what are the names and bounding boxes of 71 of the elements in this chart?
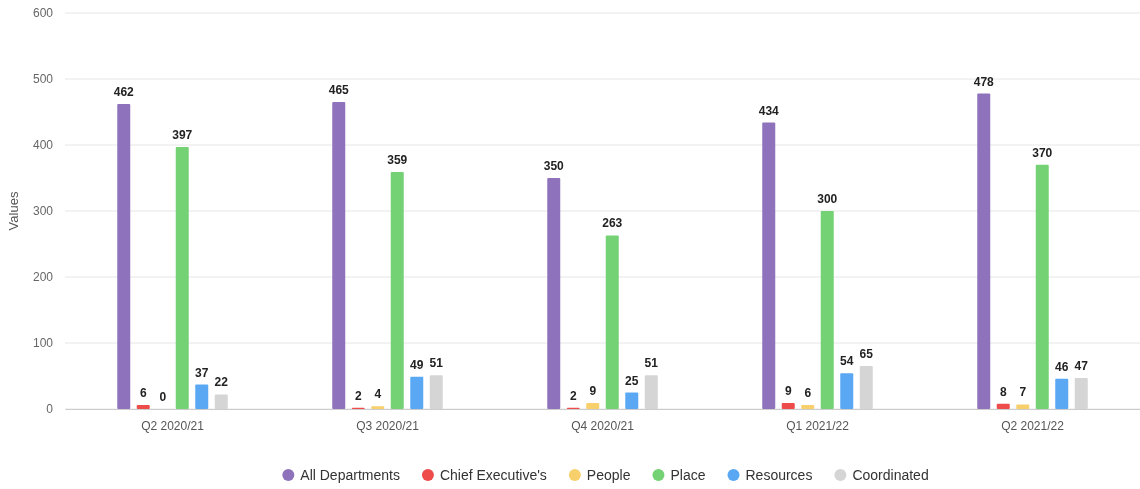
data-label: 6 <box>804 386 812 401</box>
data-label: 434 <box>758 103 780 118</box>
bar <box>801 405 815 409</box>
y-tick-label: 300 <box>32 204 54 219</box>
y-tick-label: 500 <box>32 72 54 87</box>
y-axis-title: Values <box>6 191 21 231</box>
data-label: 6 <box>139 386 147 401</box>
data-label: 370 <box>1032 145 1053 160</box>
data-label: 0 <box>159 390 167 404</box>
data-label: 397 <box>172 127 193 142</box>
x-tick-label: Q3 2020/21 <box>356 418 420 433</box>
data-label: 65 <box>859 347 874 362</box>
bar <box>1055 378 1069 409</box>
data-label: 7 <box>1019 385 1027 400</box>
bar <box>410 376 424 409</box>
legend-label: Chief Executive's <box>439 467 547 483</box>
bar <box>605 235 619 409</box>
bar <box>762 122 776 409</box>
data-label: 54 <box>840 354 854 369</box>
x-tick-label: Q1 2021/22 <box>786 418 850 433</box>
bar <box>586 403 600 409</box>
y-tick-label: 200 <box>32 270 54 285</box>
y-tick-label: 100 <box>32 336 54 351</box>
data-label: 465 <box>328 83 350 98</box>
x-tick-label: Q2 2021/22 <box>1001 418 1065 433</box>
data-label: 46 <box>1055 359 1069 374</box>
data-label: 37 <box>195 365 209 380</box>
legend-label: Place <box>670 467 706 483</box>
data-label: 9 <box>784 384 792 399</box>
bar <box>781 403 795 409</box>
bar <box>371 406 385 409</box>
bar <box>117 104 131 409</box>
bar <box>547 178 561 409</box>
bar <box>390 172 404 409</box>
legend-label: Coordinated <box>852 467 929 483</box>
data-label: 22 <box>214 375 229 390</box>
data-label: 49 <box>410 357 424 372</box>
bar <box>175 146 189 409</box>
bar <box>625 392 639 409</box>
data-label: 9 <box>589 384 597 399</box>
data-label: 300 <box>817 192 838 206</box>
bar <box>1016 404 1030 409</box>
bar <box>332 102 346 409</box>
data-label: 51 <box>644 356 659 371</box>
y-tick-label: 600 <box>32 6 54 21</box>
data-label: 4 <box>374 387 382 402</box>
data-label: 51 <box>429 356 444 371</box>
legend-label: People <box>586 467 631 483</box>
data-label: 478 <box>973 74 995 89</box>
y-tick-label: 400 <box>32 138 54 153</box>
data-label: 2 <box>569 388 577 403</box>
data-label: 47 <box>1074 358 1089 373</box>
bar <box>820 211 834 409</box>
x-tick-label: Q4 2020/21 <box>571 418 635 433</box>
data-label: 359 <box>387 153 408 168</box>
bar <box>840 373 854 409</box>
data-label: 8 <box>999 384 1007 399</box>
data-label: 263 <box>602 216 623 231</box>
x-tick-label: Q2 2020/21 <box>141 418 205 433</box>
legend-label: Resources <box>745 467 813 483</box>
bar <box>996 403 1010 409</box>
data-label: 462 <box>113 85 135 100</box>
bar <box>977 93 991 409</box>
bar <box>195 384 209 409</box>
bar <box>136 405 150 409</box>
data-label: 2 <box>354 388 362 403</box>
legend-label: All Departments <box>300 467 400 483</box>
data-label: 25 <box>625 373 639 388</box>
data-label: 350 <box>543 159 565 173</box>
y-tick-label: 0 <box>46 402 54 417</box>
bar <box>1035 164 1049 409</box>
